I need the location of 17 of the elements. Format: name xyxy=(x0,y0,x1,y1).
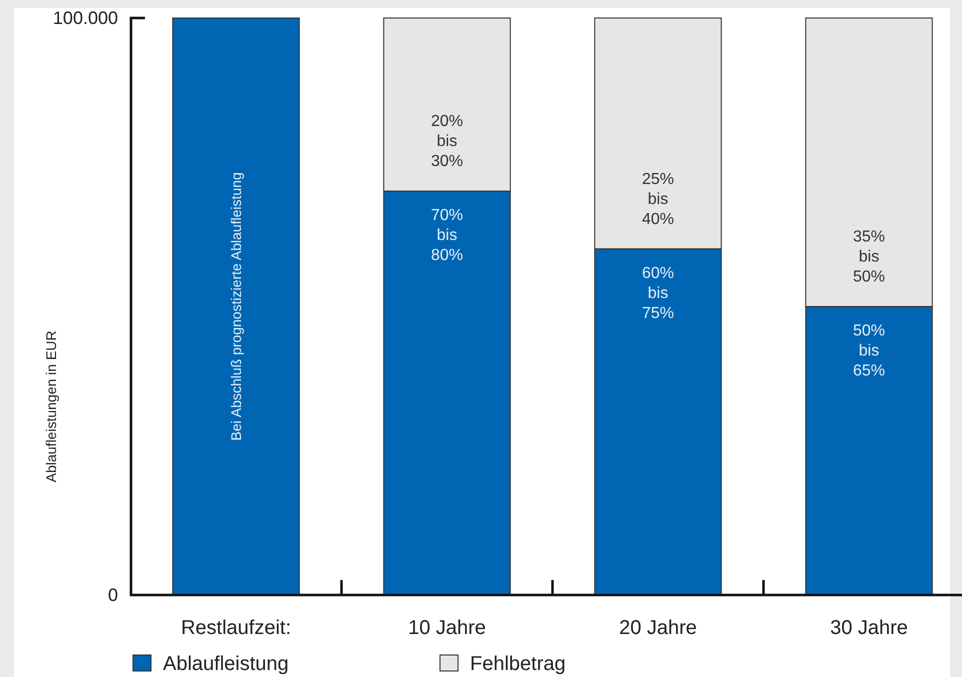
bar xyxy=(172,18,300,596)
annotation: 35% bis 50% xyxy=(852,228,886,286)
annotation: 20% bis 30% xyxy=(430,113,464,170)
annotation: Bei Abschluß prognostizierte Ablaufleistung xyxy=(228,172,244,441)
legend-label: Fehlbetrag xyxy=(470,653,566,675)
y-tick-label: 0 xyxy=(108,585,118,605)
annotation: 70% bis 80% xyxy=(430,207,464,264)
x-tick-label: 20 Jahre xyxy=(619,617,697,639)
legend-label: Ablaufleistung xyxy=(163,653,289,675)
annotation: 50% bis 65% xyxy=(852,322,886,380)
annotation: 25% bis 40% xyxy=(642,170,674,228)
y-tick-label: 100.000 xyxy=(52,8,118,28)
x-axis-title: Restlaufzeit: xyxy=(180,617,292,639)
x-tick-label: 10 Jahre xyxy=(408,617,486,639)
annotation: 60% bis 75% xyxy=(642,264,674,322)
x-tick-label: 30 Jahre xyxy=(830,617,908,639)
y-axis-title: Ablaufleistungen in EUR xyxy=(43,330,59,482)
